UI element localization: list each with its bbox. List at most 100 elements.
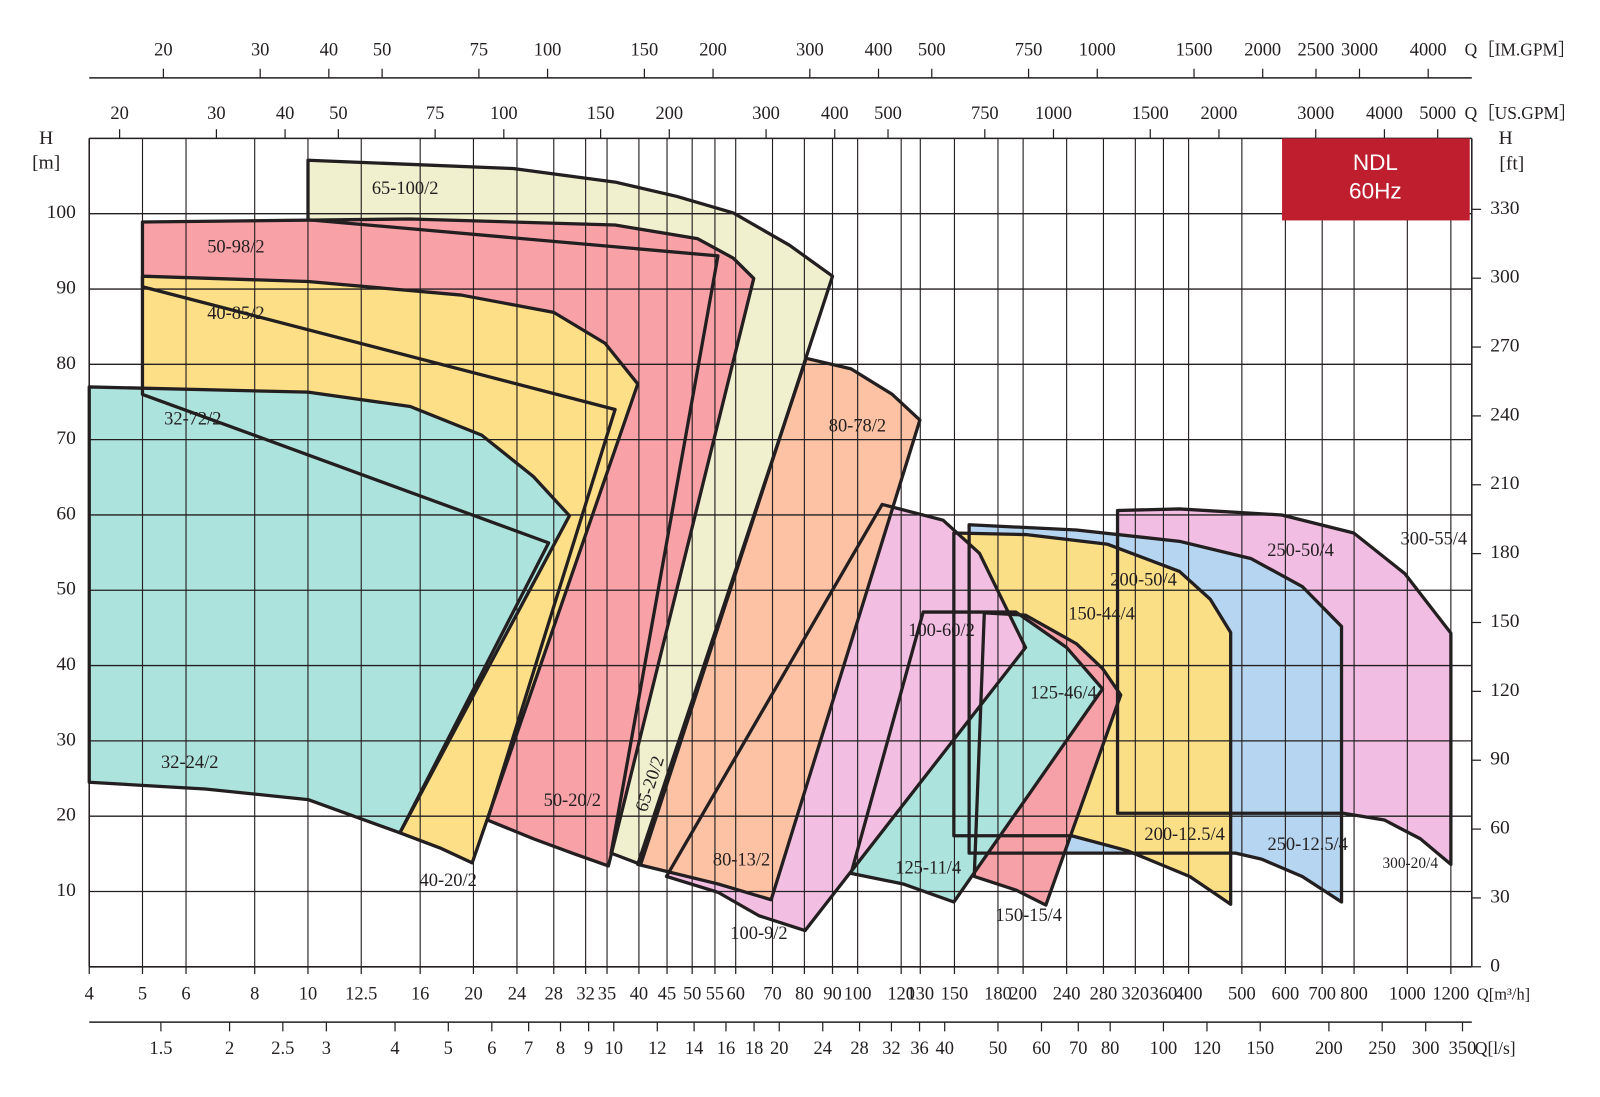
x-tick-label: 1500 [1132,103,1169,123]
x-tick-label: 90 [823,984,841,1004]
x-tick-label: 80 [1101,1038,1119,1058]
x-tick-label: 30 [251,39,269,59]
x-tick-label: 10 [605,1038,623,1058]
x-tick-label: 5000 [1419,103,1456,123]
x-tick-label: 350 [1449,1038,1477,1058]
x-tick-label: 40 [320,39,338,59]
y-tick-label: 70 [56,428,75,449]
region-max-label: 80-78/2 [829,416,886,436]
region-area [89,386,570,833]
region-fills [89,160,1451,931]
y2-tick-label: 330 [1490,198,1519,219]
x-tick-label: 2000 [1244,39,1281,59]
x-tick-label: 250 [1368,1038,1396,1058]
x-tick-label: 1000 [1035,103,1072,123]
x-tick-label: 12 [648,1038,666,1058]
y-tick-label: 60 [56,503,75,524]
y-tick-label: 40 [56,654,75,675]
region-labels: 300-55/4 300-20/4 250-50/4 250-12.5/4 200-50… [161,178,1467,943]
x-tick-label: 35 [598,984,616,1004]
x-tick-label: 500 [918,39,946,59]
x-tick-label: 3 [322,1038,331,1058]
y2-tick-label: 150 [1490,611,1519,632]
x-tick-label: 3000 [1297,103,1334,123]
y2-tick-label: 0 [1490,955,1500,976]
x-tick-label: 28 [545,984,563,1004]
y-axis-label: H [39,128,53,149]
x-tick-label: 7 [524,1038,533,1058]
x-tick-label: 360 [1150,984,1178,1004]
x-tick-label: 40 [935,1038,953,1058]
x-tick-label: 60 [726,984,744,1004]
x-tick-label: 100 [490,103,518,123]
region-outline [972,611,1123,907]
x-tick-label: 45 [658,984,676,1004]
x-tick-label: 130 [906,984,934,1004]
x-tick-label: 40 [630,984,648,1004]
x-tick-label: 4000 [1410,39,1447,59]
x-tick-label: 1.5 [149,1038,172,1058]
x-tick-label: 3000 [1341,39,1378,59]
region-min-label: 300-20/4 [1382,855,1438,872]
x-tick-label: 14 [685,1038,703,1058]
x-tick-label: 750 [1015,39,1043,59]
x-tick-label: 50 [989,1038,1007,1058]
x-tick-label: 1000 [1389,984,1426,1004]
x-tick-label: 2 [225,1038,234,1058]
region-outline [952,531,1233,906]
x-tick-label: 8 [556,1038,565,1058]
y2-tick-label: 240 [1490,404,1519,425]
x-tick-label: 8 [250,984,259,1004]
x-tick-label: 32 [576,984,594,1004]
x-tick-label: 18 [745,1038,763,1058]
x-tick-label: 400 [1175,984,1203,1004]
x-tick-label: 60 [1032,1038,1050,1058]
x-tick-label: 800 [1340,984,1368,1004]
region-outline [849,610,1105,904]
region-max-label: 50-98/2 [207,236,264,256]
region-outline [967,523,1344,904]
x-tick-label: 50 [373,39,391,59]
x-tick-label: 700 [1308,984,1336,1004]
x-tick-label: 10 [299,984,317,1004]
y-tick-label: 50 [56,579,75,600]
region-max-label: 150-44/4 [1068,603,1135,623]
region-max-label: 100-60/2 [908,620,975,640]
x-tick-label: 150 [941,984,969,1004]
y-tick-label: 100 [47,202,76,223]
y-tick-label: 30 [56,729,75,750]
region-outline [664,502,1028,933]
x-tick-label: 400 [865,39,893,59]
x-tick-label: 100 [844,984,872,1004]
region-outline [1115,507,1453,867]
region-min-label: 100-9/2 [730,923,787,943]
x-tick-label: 320 [1121,984,1149,1004]
x-tick-label: 750 [971,103,999,123]
y-tick-label: 10 [56,880,75,901]
region-area [637,358,920,900]
region-outline [140,274,640,865]
x-tick-label: 5 [138,984,147,1004]
x-tick-label: 300 [796,39,824,59]
x-tick-label: 500 [874,103,902,123]
region-min-label: 32-24/2 [161,752,218,772]
region-outline [87,385,572,835]
x-tick-label: 9 [584,1038,593,1058]
region-max-label: 200-50/4 [1110,570,1177,590]
x-tick-label: 150 [1246,1038,1274,1058]
x-tick-label: 32 [882,1038,900,1058]
x-axis-label: Q[m³/h] [1477,984,1530,1003]
region-min-label: 40-20/2 [420,870,477,890]
x-tick-label: 4000 [1366,103,1403,123]
x-tick-label: 120 [1193,1038,1221,1058]
y-tick-label: 20 [56,805,75,826]
x-tick-label: 75 [426,103,444,123]
region-min-label: 250-12.5/4 [1267,834,1347,854]
x-tick-label: 500 [1228,984,1256,1004]
x-tick-label: 20 [464,984,482,1004]
x-tick-label: 30 [207,103,225,123]
region-max-label: 250-50/4 [1267,540,1334,560]
x-axis-label: Q[l/s] [1475,1038,1516,1058]
x-tick-label: 100 [534,39,562,59]
